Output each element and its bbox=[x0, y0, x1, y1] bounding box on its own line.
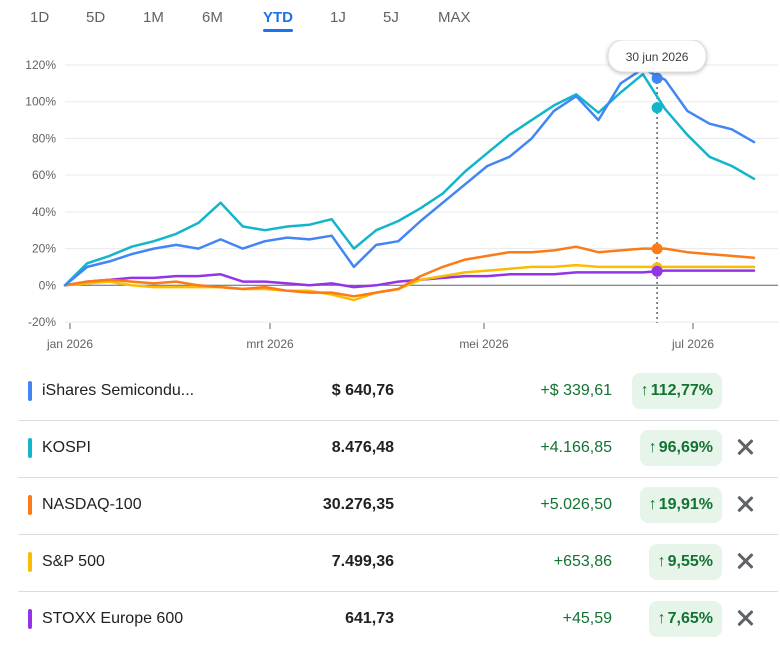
comparison-chart: 120% 100% 80% 60% 40% 20% 0% -20% jan 2026 mrt 20… bbox=[25, 40, 778, 351]
close-icon[interactable] bbox=[732, 605, 758, 631]
percent-change-badge: ↑ 112,77% bbox=[631, 373, 722, 409]
range-tab-ytd[interactable]: YTD bbox=[263, 9, 293, 32]
instrument-price: 7.499,36 bbox=[331, 553, 394, 570]
y-tick-label: 20% bbox=[32, 242, 56, 256]
instrument-name: STOXX Europe 600 bbox=[42, 610, 184, 627]
tooltip-date: 30 jun 2026 bbox=[626, 50, 689, 64]
range-selector: 1D 5D 1M 6M YTD 1J 5J MAX bbox=[0, 0, 780, 40]
y-tick-label: -20% bbox=[28, 315, 56, 329]
range-tab-max[interactable]: MAX bbox=[438, 9, 471, 26]
tooltip-marker-1 bbox=[651, 102, 663, 114]
percent-change-badge: ↑ 96,69% bbox=[639, 430, 722, 466]
close-icon[interactable] bbox=[732, 548, 758, 574]
instrument-name: NASDAQ-100 bbox=[42, 496, 142, 513]
y-tick-label: 100% bbox=[25, 95, 56, 109]
series-swatch bbox=[28, 552, 32, 572]
instrument-change: +45,59 bbox=[562, 610, 612, 627]
percent-value: 112,77% bbox=[650, 382, 713, 399]
series-line-1 bbox=[63, 72, 756, 287]
series-swatch bbox=[28, 495, 32, 515]
instrument-price: $ 640,76 bbox=[331, 382, 394, 399]
percent-change-badge: ↑ 9,55% bbox=[648, 544, 722, 580]
y-tick-label: 0% bbox=[39, 278, 57, 292]
percent-value: 9,55% bbox=[667, 553, 713, 570]
instrument-price: 30.276,35 bbox=[322, 496, 394, 513]
instrument-name: S&P 500 bbox=[42, 553, 105, 570]
y-tick-label: 40% bbox=[32, 205, 56, 219]
comparison-table: iShares Semicondu... $ 640,76 +$ 339,61 ↑ 11… bbox=[18, 364, 778, 648]
range-tab-1d[interactable]: 1D bbox=[30, 9, 50, 26]
arrow-up-icon: ↑ bbox=[657, 553, 666, 570]
table-row[interactable]: S&P 500 7.499,36 +653,86 ↑ 9,55% bbox=[18, 534, 778, 591]
x-tick-label: jan 2026 bbox=[46, 337, 93, 351]
table-row[interactable]: NASDAQ-100 30.276,35 +5.026,50 ↑ 19,91% bbox=[18, 477, 778, 534]
series-swatch bbox=[28, 438, 32, 458]
series-line-2 bbox=[63, 245, 756, 298]
y-tick-label: 120% bbox=[25, 58, 56, 72]
x-tick-label: mei 2026 bbox=[459, 337, 509, 351]
arrow-up-icon: ↑ bbox=[648, 439, 657, 456]
arrow-up-icon: ↑ bbox=[648, 496, 657, 513]
table-row[interactable]: STOXX Europe 600 641,73 +45,59 ↑ 7,65% bbox=[18, 591, 778, 648]
range-tab-5j[interactable]: 5J bbox=[383, 9, 399, 26]
x-tick-label: jul 2026 bbox=[671, 337, 714, 351]
series-swatch bbox=[28, 381, 32, 401]
arrow-up-icon: ↑ bbox=[657, 610, 666, 627]
table-row[interactable]: iShares Semicondu... $ 640,76 +$ 339,61 ↑ 11… bbox=[18, 364, 778, 420]
tooltip-marker-0 bbox=[651, 72, 663, 84]
range-tab-6m[interactable]: 6M bbox=[202, 9, 223, 26]
percent-value: 7,65% bbox=[667, 610, 713, 627]
instrument-price: 641,73 bbox=[345, 610, 394, 627]
instrument-change: +5.026,50 bbox=[540, 496, 612, 513]
instrument-change: +$ 339,61 bbox=[540, 382, 612, 399]
percent-change-badge: ↑ 19,91% bbox=[639, 487, 722, 523]
instrument-change: +4.166,85 bbox=[540, 439, 612, 456]
table-row[interactable]: KOSPI 8.476,48 +4.166,85 ↑ 96,69% bbox=[18, 420, 778, 477]
tooltip-bubble bbox=[607, 40, 707, 73]
percent-value: 96,69% bbox=[658, 439, 713, 456]
series-swatch bbox=[28, 609, 32, 629]
arrow-up-icon: ↑ bbox=[640, 382, 649, 399]
percent-value: 19,91% bbox=[658, 496, 713, 513]
tooltip-marker-4 bbox=[651, 265, 663, 277]
x-tick-label: mrt 2026 bbox=[246, 337, 294, 351]
range-tab-5d[interactable]: 5D bbox=[86, 9, 106, 26]
percent-change-badge: ↑ 7,65% bbox=[648, 601, 722, 637]
range-tab-1j[interactable]: 1J bbox=[330, 9, 346, 26]
y-tick-label: 60% bbox=[32, 168, 56, 182]
y-tick-label: 80% bbox=[32, 131, 56, 145]
series-line-3 bbox=[63, 263, 756, 302]
close-icon[interactable] bbox=[732, 491, 758, 517]
tooltip-marker-2 bbox=[651, 243, 663, 255]
series-line-4 bbox=[63, 269, 756, 289]
instrument-name: KOSPI bbox=[42, 439, 91, 456]
instrument-name: iShares Semicondu... bbox=[42, 382, 195, 399]
instrument-change: +653,86 bbox=[553, 553, 612, 570]
series-line-0 bbox=[63, 67, 756, 287]
close-icon[interactable] bbox=[732, 434, 758, 460]
instrument-price: 8.476,48 bbox=[331, 439, 394, 456]
range-tab-1m[interactable]: 1M bbox=[143, 9, 164, 26]
